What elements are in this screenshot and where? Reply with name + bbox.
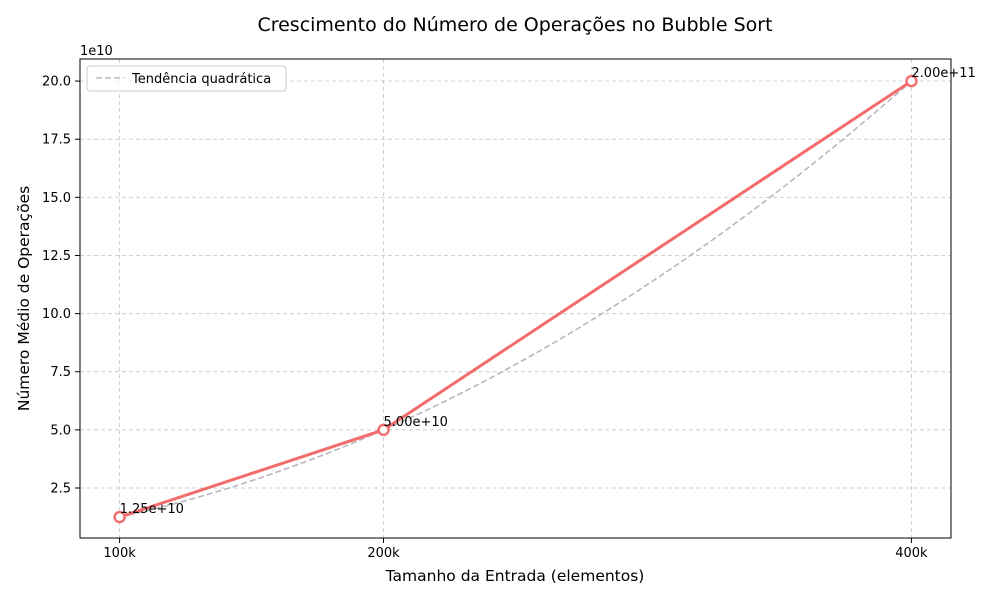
y-offset-label: 1e10 [80,44,113,59]
data-label: 1.25e+10 [120,502,184,517]
data-labels: 1.25e+10 5.00e+10 2.00e+11 [120,66,976,517]
y-tick-label: 20.0 [42,75,71,90]
y-tick-label: 7.5 [50,365,71,380]
x-axis-ticks: 100k 200k 400k [103,538,928,561]
y-tick-label: 17.5 [42,133,71,148]
legend-box [86,65,287,92]
y-tick-label: 15.0 [42,191,71,206]
y-tick-label: 12.5 [42,249,71,264]
data-point [377,423,390,437]
x-axis-label: Tamanho da Entrada (elementos) [385,567,645,585]
data-point [905,74,918,88]
trend-series [119,80,912,518]
trend-line [119,80,912,518]
data-markers [113,74,918,524]
data-label: 5.00e+10 [384,415,448,430]
x-tick-label: 400k [895,546,928,561]
y-tick-label: 5.0 [50,423,71,438]
legend-label-trend: Tendência quadrática [131,72,271,87]
grid-lines [80,59,951,538]
y-tick-label: 2.5 [50,482,71,497]
legend: Tendência quadrática [86,65,287,92]
chart-title: Crescimento do Número de Operações no Bu… [257,14,772,36]
plot-frame [79,58,952,539]
data-point [113,510,126,524]
x-tick-label: 100k [103,546,136,561]
y-axis-label: Número Médio de Operações [15,186,33,411]
y-tick-label: 10.0 [42,307,71,322]
y-axis-ticks: 2.5 5.0 7.5 10.0 12.5 15.0 17.5 20.0 [42,75,80,497]
data-label: 2.00e+11 [911,66,975,81]
x-tick-label: 200k [367,546,400,561]
